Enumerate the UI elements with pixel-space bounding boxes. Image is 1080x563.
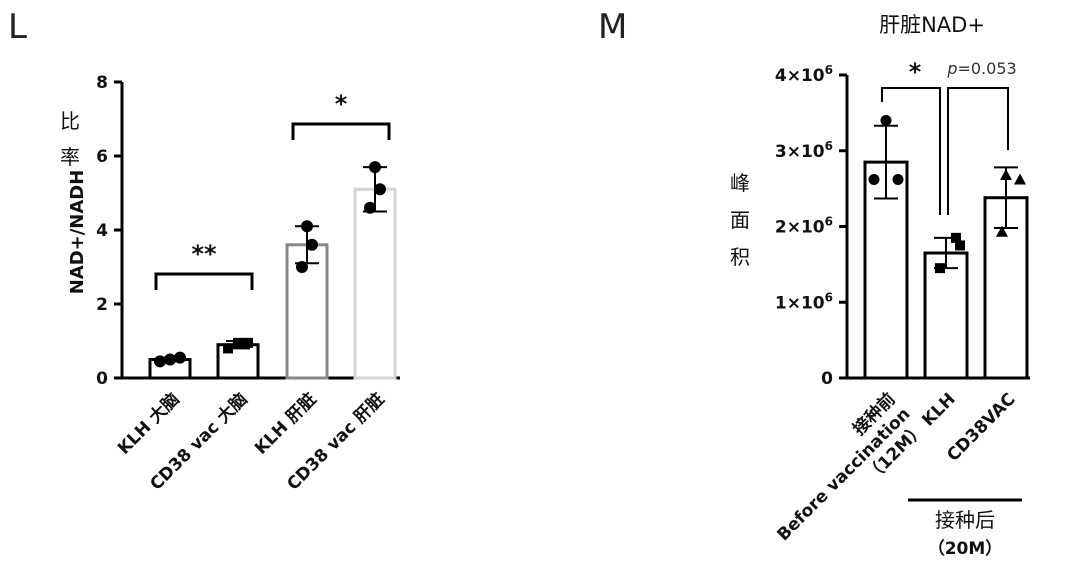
y-tick-label-l: 2 bbox=[96, 295, 108, 315]
y-tick-label-m: 4×106 bbox=[775, 63, 833, 86]
p-value-number: =0.053 bbox=[957, 59, 1016, 78]
group-label-sub: （20M） bbox=[928, 538, 1003, 559]
data-point-l bbox=[301, 220, 313, 233]
significance-bracket-l bbox=[154, 272, 254, 290]
significance-m: * p=0.053 bbox=[881, 58, 1017, 215]
category-label-line-m: KLH bbox=[918, 389, 959, 430]
group-label-m: 接种后 （20M） bbox=[908, 498, 1022, 559]
y-tick-exponent-m: 6 bbox=[825, 290, 833, 304]
y-side-label-m-1: 峰 bbox=[730, 171, 750, 195]
significance-label-m: p=0.053 bbox=[946, 59, 1016, 78]
y-ticks-l: 0 2 4 6 8 bbox=[96, 73, 122, 389]
data-point-l bbox=[296, 261, 308, 273]
data-point-m bbox=[951, 232, 961, 243]
data-point-l bbox=[164, 353, 176, 366]
p-value-symbol: p bbox=[946, 59, 957, 78]
y-tick-label-l: 0 bbox=[96, 369, 108, 389]
data-point-m bbox=[996, 225, 1008, 237]
y-side-label-m-3: 积 bbox=[730, 245, 750, 269]
points-m bbox=[868, 114, 1026, 274]
y-tick-base-m: 0 bbox=[821, 369, 833, 389]
y-tick-exponent-m: 6 bbox=[825, 215, 833, 229]
y-tick-label-l: 4 bbox=[96, 221, 108, 241]
bars-m bbox=[863, 160, 1029, 380]
significance-label-l: ** bbox=[191, 240, 217, 268]
panel-label-m: M bbox=[598, 7, 627, 47]
category-label-m: KLH bbox=[918, 389, 959, 430]
data-point-m bbox=[955, 240, 965, 251]
data-point-l bbox=[174, 351, 186, 364]
significance-l: *** bbox=[154, 90, 391, 290]
data-point-l bbox=[223, 343, 233, 354]
category-label-l: KLH 大脑 bbox=[113, 389, 183, 459]
data-point-l bbox=[374, 183, 386, 196]
bar-l bbox=[353, 187, 397, 380]
y-axis-label-l: NAD+/NADH bbox=[67, 170, 88, 295]
y-side-label-l-1: 比 bbox=[60, 109, 80, 133]
y-tick-exponent-m: 6 bbox=[825, 139, 833, 153]
data-point-m bbox=[880, 114, 892, 126]
category-label-line-m: Before vaccination bbox=[773, 404, 914, 545]
group-label-text: 接种后 bbox=[935, 508, 995, 532]
y-tick-label-m: 0 bbox=[821, 369, 833, 389]
y-tick-base-m: 3×10 bbox=[775, 142, 825, 162]
y-tick-base-m: 1×10 bbox=[775, 293, 825, 313]
significance-bracket-m bbox=[881, 87, 941, 215]
y-side-label-m-2: 面 bbox=[730, 208, 750, 232]
y-tick-base-m: 2×10 bbox=[775, 218, 825, 238]
category-label-l: KLH 肝脏 bbox=[250, 389, 320, 459]
y-side-label-l-2: 率 bbox=[60, 145, 80, 169]
data-point-l bbox=[233, 337, 243, 348]
data-point-m bbox=[935, 263, 945, 274]
data-point-m bbox=[1014, 173, 1026, 185]
significance-label-m: * bbox=[909, 58, 922, 86]
data-point-l bbox=[154, 355, 166, 368]
bars-l bbox=[148, 187, 397, 380]
y-tick-base-m: 4×10 bbox=[775, 66, 825, 86]
data-point-m bbox=[1000, 168, 1012, 180]
y-tick-label-m: 2×106 bbox=[775, 215, 833, 238]
panel-label-l: L bbox=[8, 7, 27, 47]
y-tick-exponent-m: 6 bbox=[825, 63, 833, 77]
y-tick-label-m: 1×106 bbox=[775, 290, 833, 313]
data-point-m bbox=[892, 174, 904, 186]
y-tick-label-l: 8 bbox=[96, 73, 108, 93]
data-point-l bbox=[306, 238, 318, 251]
significance-label-l: * bbox=[335, 90, 348, 118]
significance-bracket-m bbox=[947, 87, 1009, 215]
y-tick-label-l: 6 bbox=[96, 147, 108, 167]
chart-title-m: 肝脏NAD+ bbox=[879, 13, 985, 37]
significance-bracket-l bbox=[291, 122, 391, 140]
y-tick-label-m: 3×106 bbox=[775, 139, 833, 162]
points-l bbox=[154, 161, 386, 368]
data-point-m bbox=[868, 174, 880, 186]
bar-m bbox=[923, 251, 969, 380]
data-point-l bbox=[369, 161, 381, 174]
data-point-l bbox=[364, 201, 376, 214]
category-label-m: 接种前Before vaccination（12M） bbox=[758, 389, 929, 560]
data-point-l bbox=[243, 337, 253, 348]
